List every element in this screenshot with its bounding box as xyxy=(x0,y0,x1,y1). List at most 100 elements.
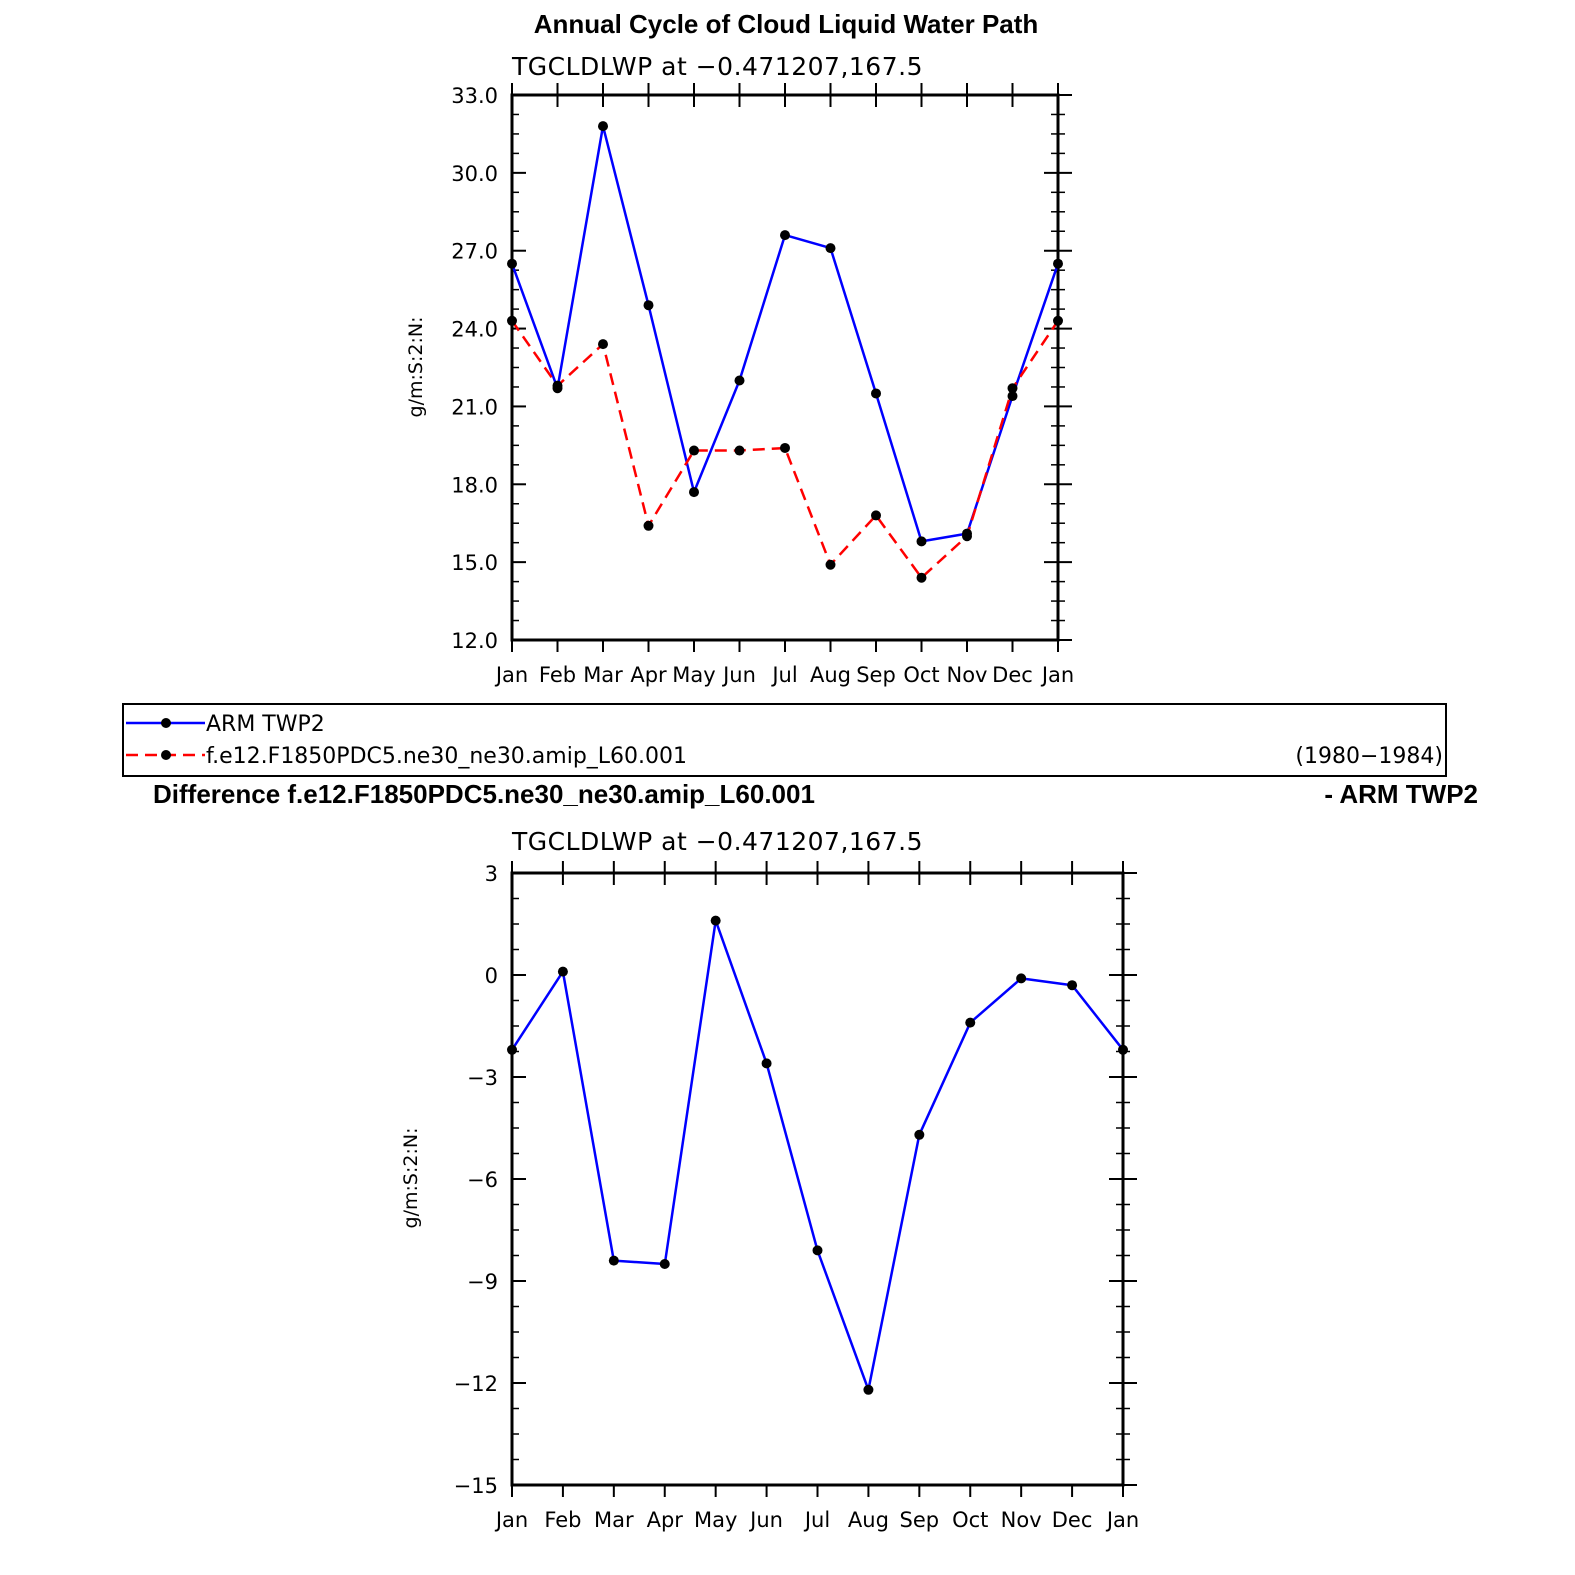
x-tick-label: Jul xyxy=(803,1508,830,1532)
y-axis-label: g/m:S:2:N: xyxy=(405,317,427,418)
x-tick-label: Jun xyxy=(721,663,756,687)
y-tick-label: 24.0 xyxy=(451,318,498,342)
x-tick-label: Jun xyxy=(748,1508,783,1532)
data-point-bottom-0 xyxy=(1016,973,1027,984)
y-tick-label: 27.0 xyxy=(451,240,498,264)
data-point-bottom-0 xyxy=(710,915,721,926)
x-tick-label: Jan xyxy=(1040,663,1074,687)
legend-marker-arm xyxy=(161,718,171,728)
x-tick-label: Aug xyxy=(848,1508,889,1532)
x-tick-label: Dec xyxy=(992,663,1033,687)
chart-axes-top: 12.0 15.0 18.0 21.0 24.0 27.0 30.0 33.0 Jan Feb Ma… xyxy=(451,83,1074,687)
data-point-top-1 xyxy=(507,315,517,326)
x-tick-label: Feb xyxy=(539,663,576,687)
chart-title: Annual Cycle of Cloud Liquid Water Path xyxy=(534,9,1039,39)
y-tick-label: −15 xyxy=(454,1474,498,1498)
chart-axes-bottom: −15 −12 −9 −6 −3 0 3 Jan Feb Mar Apr May Jun Jul Aug Se… xyxy=(454,861,1139,1532)
x-tick-label: Nov xyxy=(947,663,988,687)
data-point-top-0 xyxy=(1007,391,1018,402)
data-point-top-1 xyxy=(871,510,881,521)
y-tick-label: 15.0 xyxy=(451,551,498,575)
x-tick-label: Dec xyxy=(1052,1508,1093,1532)
data-point-top-0 xyxy=(825,243,836,254)
data-point-top-1 xyxy=(689,445,699,456)
data-point-top-0 xyxy=(734,375,745,386)
y-tick-label: 33.0 xyxy=(451,84,498,108)
data-point-top-1 xyxy=(825,559,836,570)
data-point-top-1 xyxy=(552,380,563,391)
data-point-top-0 xyxy=(598,121,608,132)
y-tick-label: −3 xyxy=(467,1066,498,1090)
y-tick-label: 0 xyxy=(485,964,498,988)
x-tick-label: Aug xyxy=(810,663,851,687)
x-tick-label: Oct xyxy=(903,663,939,687)
diff-y-axis-label: g/m:S:2:N: xyxy=(400,1128,422,1229)
x-tick-label: Jan xyxy=(494,663,528,687)
y-tick-label: 30.0 xyxy=(451,162,498,186)
data-point-bottom-0 xyxy=(659,1259,670,1269)
legend: ARM TWP2 f.e12.F1850PDC5.ne30_ne30.amip_… xyxy=(122,703,1447,777)
x-tick-label: Oct xyxy=(952,1508,988,1532)
y-tick-label: 3 xyxy=(485,862,498,886)
x-tick-label: May xyxy=(694,1508,737,1532)
y-tick-label: −9 xyxy=(467,1270,498,1294)
data-point-bottom-0 xyxy=(1118,1044,1128,1055)
data-point-top-0 xyxy=(780,230,790,241)
x-tick-label: Sep xyxy=(900,1508,940,1532)
x-tick-label: Apr xyxy=(647,1508,684,1532)
y-tick-label: 12.0 xyxy=(451,629,498,653)
x-tick-label: Jan xyxy=(494,1508,528,1532)
data-point-top-1 xyxy=(598,339,608,350)
data-point-top-1 xyxy=(734,445,745,456)
plot-frame-bottom xyxy=(510,871,1125,1487)
data-point-bottom-0 xyxy=(608,1255,619,1266)
legend-box xyxy=(122,703,1447,777)
data-point-top-1 xyxy=(780,442,790,453)
x-tick-label: Mar xyxy=(594,1508,634,1532)
data-point-top-1 xyxy=(1053,315,1063,326)
chart-subtitle: TGCLDLWP at −0.471207,167.5 xyxy=(511,52,923,81)
series-line-top-0 xyxy=(510,124,1060,543)
data-point-bottom-0 xyxy=(1067,980,1078,991)
plot-frame-top xyxy=(510,93,1060,642)
data-point-top-0 xyxy=(1053,258,1063,269)
data-point-bottom-0 xyxy=(914,1129,925,1140)
y-tick-label: −6 xyxy=(467,1168,498,1192)
x-tick-label: Apr xyxy=(630,663,667,687)
legend-period: (1980−1984) xyxy=(1295,744,1443,769)
legend-marker-model xyxy=(161,750,171,760)
x-tick-label: Jan xyxy=(1105,1508,1139,1532)
series-line-bottom-0 xyxy=(510,919,1124,1392)
x-tick-label: Feb xyxy=(544,1508,581,1532)
data-point-top-0 xyxy=(643,300,654,311)
data-point-top-0 xyxy=(916,536,927,547)
data-point-bottom-0 xyxy=(761,1058,772,1069)
y-tick-label: −12 xyxy=(454,1372,498,1396)
data-point-top-0 xyxy=(871,388,881,399)
data-point-bottom-0 xyxy=(812,1245,823,1256)
x-tick-label: Jul xyxy=(770,663,797,687)
data-point-top-0 xyxy=(507,258,517,269)
diff-chart-subtitle: TGCLDLWP at −0.471207,167.5 xyxy=(511,827,923,856)
legend-label-arm: ARM TWP2 xyxy=(206,712,325,737)
x-tick-label: Sep xyxy=(856,663,896,687)
data-point-top-0 xyxy=(689,487,699,498)
y-tick-label: 21.0 xyxy=(451,395,498,419)
plot-lines-top xyxy=(507,121,1063,583)
data-point-top-1 xyxy=(1007,383,1018,394)
data-point-top-1 xyxy=(916,572,927,583)
data-point-bottom-0 xyxy=(965,1017,976,1028)
diff-chart-title: Difference f.e12.F1850PDC5.ne30_ne30.ami… xyxy=(153,779,815,809)
legend-label-model: f.e12.F1850PDC5.ne30_ne30.amip_L60.001 xyxy=(206,744,687,769)
data-point-top-1 xyxy=(643,520,654,531)
y-tick-label: 18.0 xyxy=(451,473,498,497)
x-tick-label: Nov xyxy=(1001,1508,1042,1532)
data-point-top-1 xyxy=(962,531,972,542)
data-point-bottom-0 xyxy=(557,966,568,977)
x-tick-label: May xyxy=(672,663,715,687)
data-point-bottom-0 xyxy=(507,1044,517,1055)
x-tick-label: Mar xyxy=(583,663,623,687)
plot-lines-bottom xyxy=(507,915,1128,1395)
data-point-bottom-0 xyxy=(863,1384,874,1395)
